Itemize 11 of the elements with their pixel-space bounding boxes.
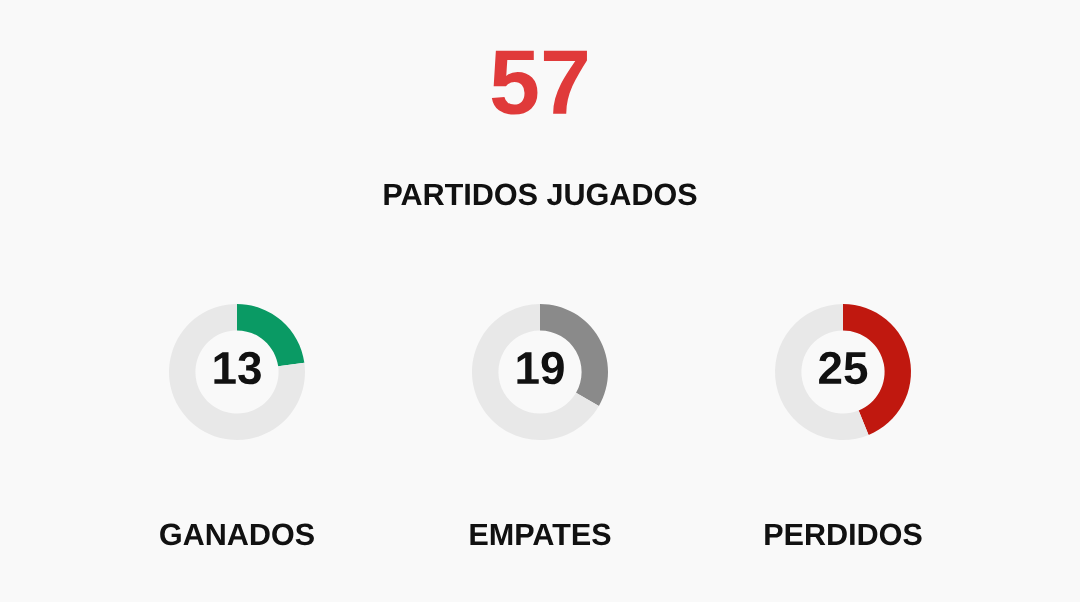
data-label: 19	[517, 351, 564, 385]
text: EMPATES	[470, 523, 611, 546]
text: GANADOS	[160, 523, 314, 546]
data-label: 25	[819, 351, 868, 385]
donut-slice	[775, 304, 869, 440]
data-label: 13	[214, 351, 261, 385]
text: PERDIDOS	[765, 523, 922, 546]
text: PARTIDOS JUGADOS	[384, 183, 697, 206]
donut-slice	[169, 304, 305, 440]
donut-slice	[472, 304, 599, 440]
text: 57	[491, 50, 587, 115]
